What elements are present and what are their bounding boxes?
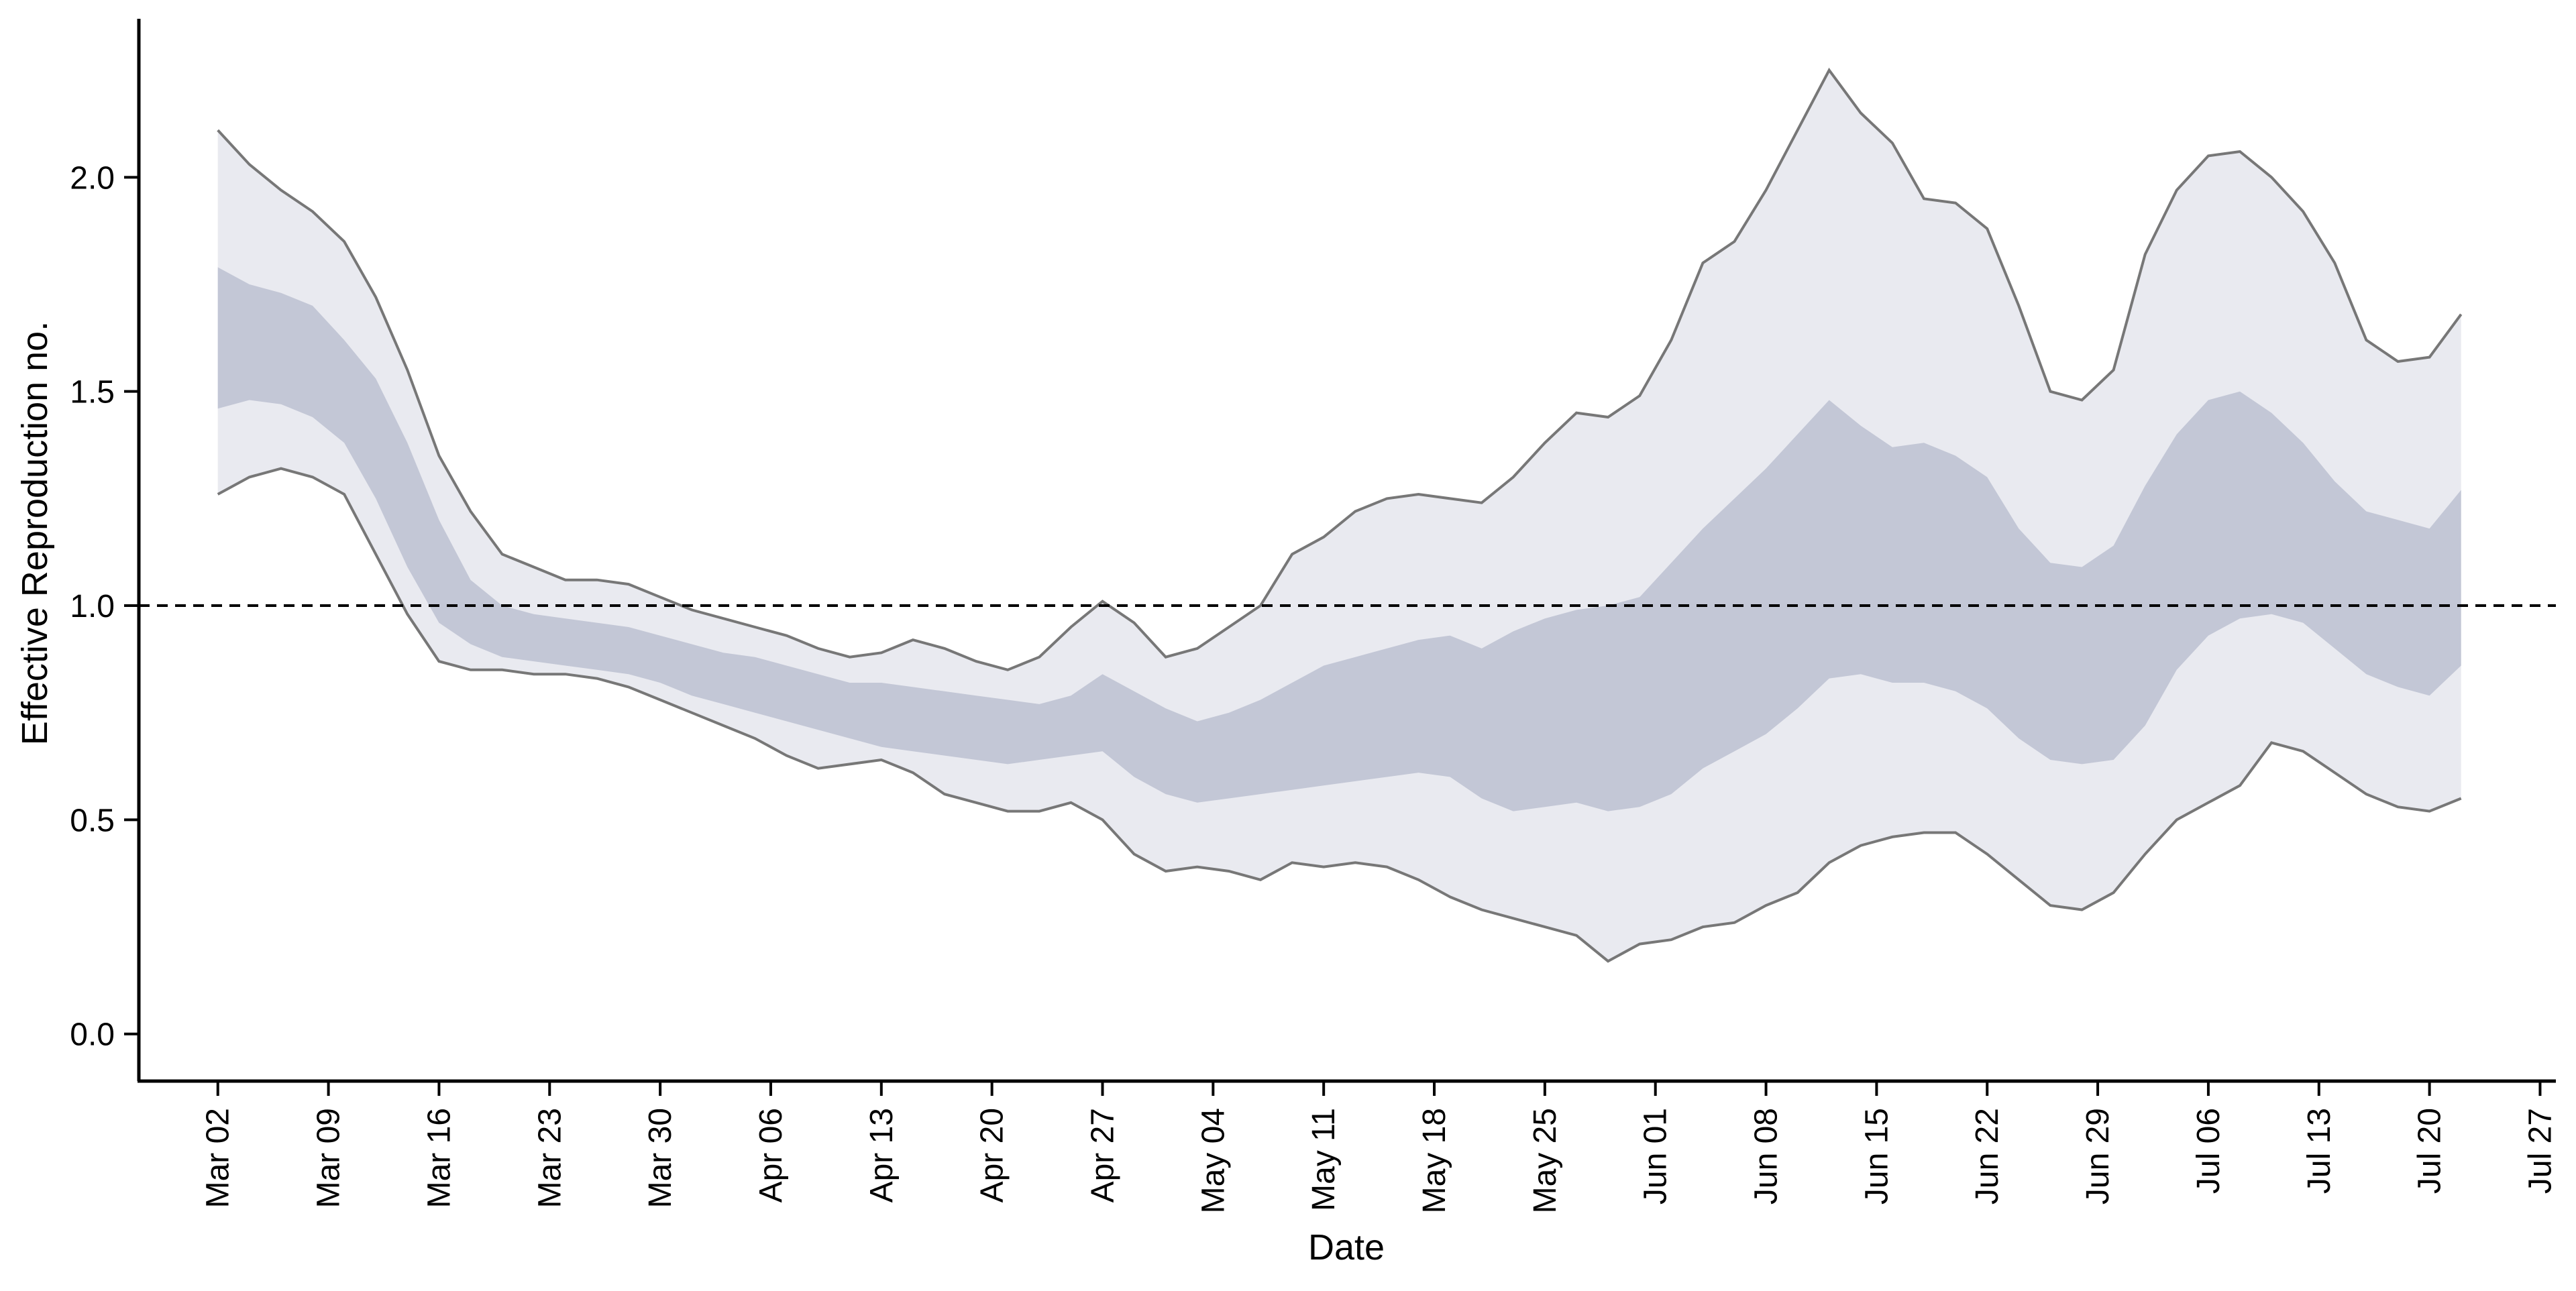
y-tick-label: 1.0: [70, 589, 115, 624]
x-tick-label: Apr 20: [975, 1108, 1010, 1202]
inner-credible-band: [217, 267, 2461, 811]
x-tick-label: Mar 30: [643, 1108, 678, 1208]
outer-credible-band: [217, 70, 2461, 962]
axes-layer: 0.0 0.5 1.0 1.5 2.0 Mar 02 Mar 09 Mar 16 Mar 23…: [70, 19, 2559, 1213]
x-tick-label: Jul 13: [2302, 1108, 2337, 1194]
x-tick-label: Jun 15: [1859, 1108, 1894, 1204]
x-tick-label: Jun 29: [2080, 1108, 2116, 1204]
x-tick-label: Mar 02: [201, 1108, 236, 1208]
x-tick-label: Jul 06: [2191, 1108, 2226, 1194]
y-tick-label: 1.5: [70, 375, 115, 410]
y-axis-ticks: 0.0 0.5 1.0 1.5 2.0: [70, 160, 139, 1053]
x-axis-ticks: Mar 02 Mar 09 Mar 16 Mar 23 Mar 30 Apr 06 Apr …: [201, 1081, 2559, 1213]
x-tick-label: May 18: [1417, 1108, 1452, 1213]
x-tick-label: Jul 20: [2412, 1108, 2448, 1194]
outer-lower-bound-line: [217, 467, 2462, 963]
y-axis-label: Effective Reproduction no.: [15, 321, 55, 745]
x-tick-label: Jun 01: [1638, 1108, 1674, 1204]
x-tick-label: Jun 08: [1749, 1108, 1784, 1204]
x-tick-label: May 25: [1527, 1108, 1563, 1213]
x-tick-label: Jul 27: [2523, 1108, 2559, 1194]
x-tick-label: Mar 16: [421, 1108, 457, 1208]
y-tick-label: 2.0: [70, 160, 115, 196]
x-tick-label: Apr 27: [1085, 1108, 1121, 1202]
outer-upper-bound-line: [217, 67, 2463, 671]
x-axis-label: Date: [1308, 1227, 1385, 1268]
x-tick-label: Jun 22: [1970, 1108, 2005, 1204]
y-tick-label: 0.5: [70, 803, 115, 838]
x-tick-label: Mar 23: [532, 1108, 568, 1208]
x-tick-label: May 04: [1195, 1108, 1231, 1213]
x-tick-label: Mar 09: [311, 1108, 347, 1208]
y-tick-label: 0.0: [70, 1017, 115, 1053]
x-tick-label: Apr 13: [864, 1108, 900, 1202]
x-tick-label: Apr 06: [753, 1108, 789, 1202]
x-tick-label: May 11: [1306, 1108, 1342, 1211]
bands-layer: [217, 67, 2463, 963]
